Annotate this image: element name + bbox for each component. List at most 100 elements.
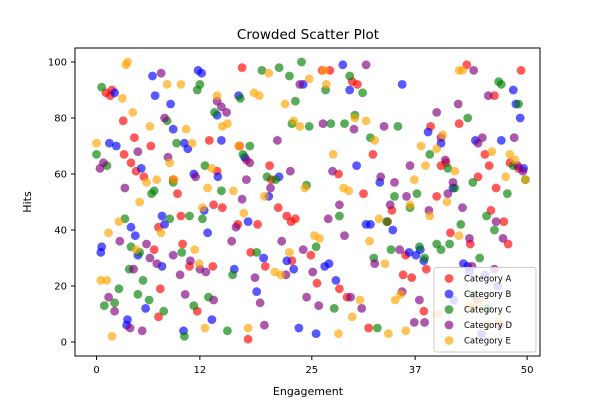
data-point <box>514 99 523 109</box>
data-point <box>234 141 244 151</box>
data-point <box>149 245 159 255</box>
data-point <box>168 124 178 134</box>
data-point <box>142 239 151 249</box>
data-point <box>510 155 520 165</box>
data-point <box>204 136 214 145</box>
data-point <box>295 80 305 89</box>
data-point <box>390 295 400 305</box>
data-point <box>468 178 478 187</box>
data-point <box>198 203 207 213</box>
data-point <box>496 136 506 145</box>
data-point <box>162 80 172 89</box>
data-point <box>326 119 336 128</box>
data-point <box>372 323 382 333</box>
data-point <box>229 186 238 196</box>
data-point <box>454 231 464 241</box>
data-point <box>318 119 328 128</box>
data-point <box>152 259 162 268</box>
data-point <box>518 166 528 176</box>
chart-title: Crowded Scatter Plot <box>237 27 379 43</box>
data-point <box>359 189 368 199</box>
data-point <box>295 122 305 131</box>
data-point <box>185 211 194 221</box>
data-point <box>365 236 374 246</box>
data-point <box>176 211 186 221</box>
data-point <box>304 122 314 131</box>
data-point <box>260 320 269 330</box>
data-point <box>97 82 107 92</box>
data-point <box>412 189 422 199</box>
data-point <box>289 116 299 126</box>
x-tick-label: 0 <box>93 365 99 376</box>
data-point <box>168 250 178 260</box>
data-point <box>114 217 124 227</box>
data-point <box>252 248 262 257</box>
data-point <box>448 178 458 187</box>
data-point <box>421 264 431 274</box>
data-point <box>203 228 213 238</box>
y-tick-label: 80 <box>54 114 67 125</box>
data-point <box>213 172 223 182</box>
data-point <box>180 332 189 341</box>
data-point <box>180 138 189 148</box>
data-point <box>503 239 513 249</box>
data-point <box>432 192 442 201</box>
data-point <box>253 220 262 229</box>
data-point <box>129 264 139 274</box>
data-point <box>165 158 175 168</box>
data-point <box>99 301 109 310</box>
data-point <box>285 166 295 176</box>
data-point <box>102 276 112 285</box>
data-point <box>262 172 272 182</box>
legend-box <box>433 267 537 353</box>
data-point <box>415 242 424 252</box>
data-point <box>118 116 128 126</box>
data-point <box>521 175 530 185</box>
data-point <box>425 150 435 159</box>
data-point <box>398 270 408 280</box>
data-point <box>340 231 349 241</box>
data-point <box>508 85 518 95</box>
data-point <box>138 276 148 285</box>
data-point <box>175 270 185 280</box>
data-point <box>396 290 405 299</box>
data-point <box>370 259 380 268</box>
data-point <box>491 217 501 227</box>
legend-marker <box>444 336 454 345</box>
data-point <box>119 150 129 159</box>
data-point <box>154 312 163 322</box>
data-point <box>217 136 226 145</box>
plot-frame <box>74 47 541 357</box>
data-point <box>237 194 247 204</box>
data-point <box>456 220 466 229</box>
data-point <box>245 158 255 168</box>
data-point <box>160 113 170 123</box>
legend-marker <box>444 305 454 314</box>
data-point <box>384 329 393 338</box>
data-point <box>266 183 275 193</box>
data-point <box>297 57 306 67</box>
data-point <box>195 80 205 89</box>
data-point <box>255 298 265 308</box>
data-point <box>197 68 207 78</box>
data-point <box>331 276 341 285</box>
data-point <box>97 242 107 252</box>
data-point <box>149 186 159 196</box>
data-point <box>110 298 119 308</box>
data-point <box>99 158 108 168</box>
data-point <box>120 183 130 193</box>
data-point <box>110 306 119 316</box>
data-point <box>131 245 141 255</box>
data-point <box>395 245 404 255</box>
legend-label: Category C <box>464 306 512 316</box>
data-point <box>92 150 101 159</box>
data-point <box>370 136 380 145</box>
data-point <box>315 234 324 243</box>
data-point <box>393 122 403 131</box>
data-point <box>223 326 232 336</box>
x-tick-label: 37 <box>409 365 422 376</box>
data-point <box>347 312 357 322</box>
data-point <box>346 292 355 302</box>
data-point <box>238 150 248 159</box>
